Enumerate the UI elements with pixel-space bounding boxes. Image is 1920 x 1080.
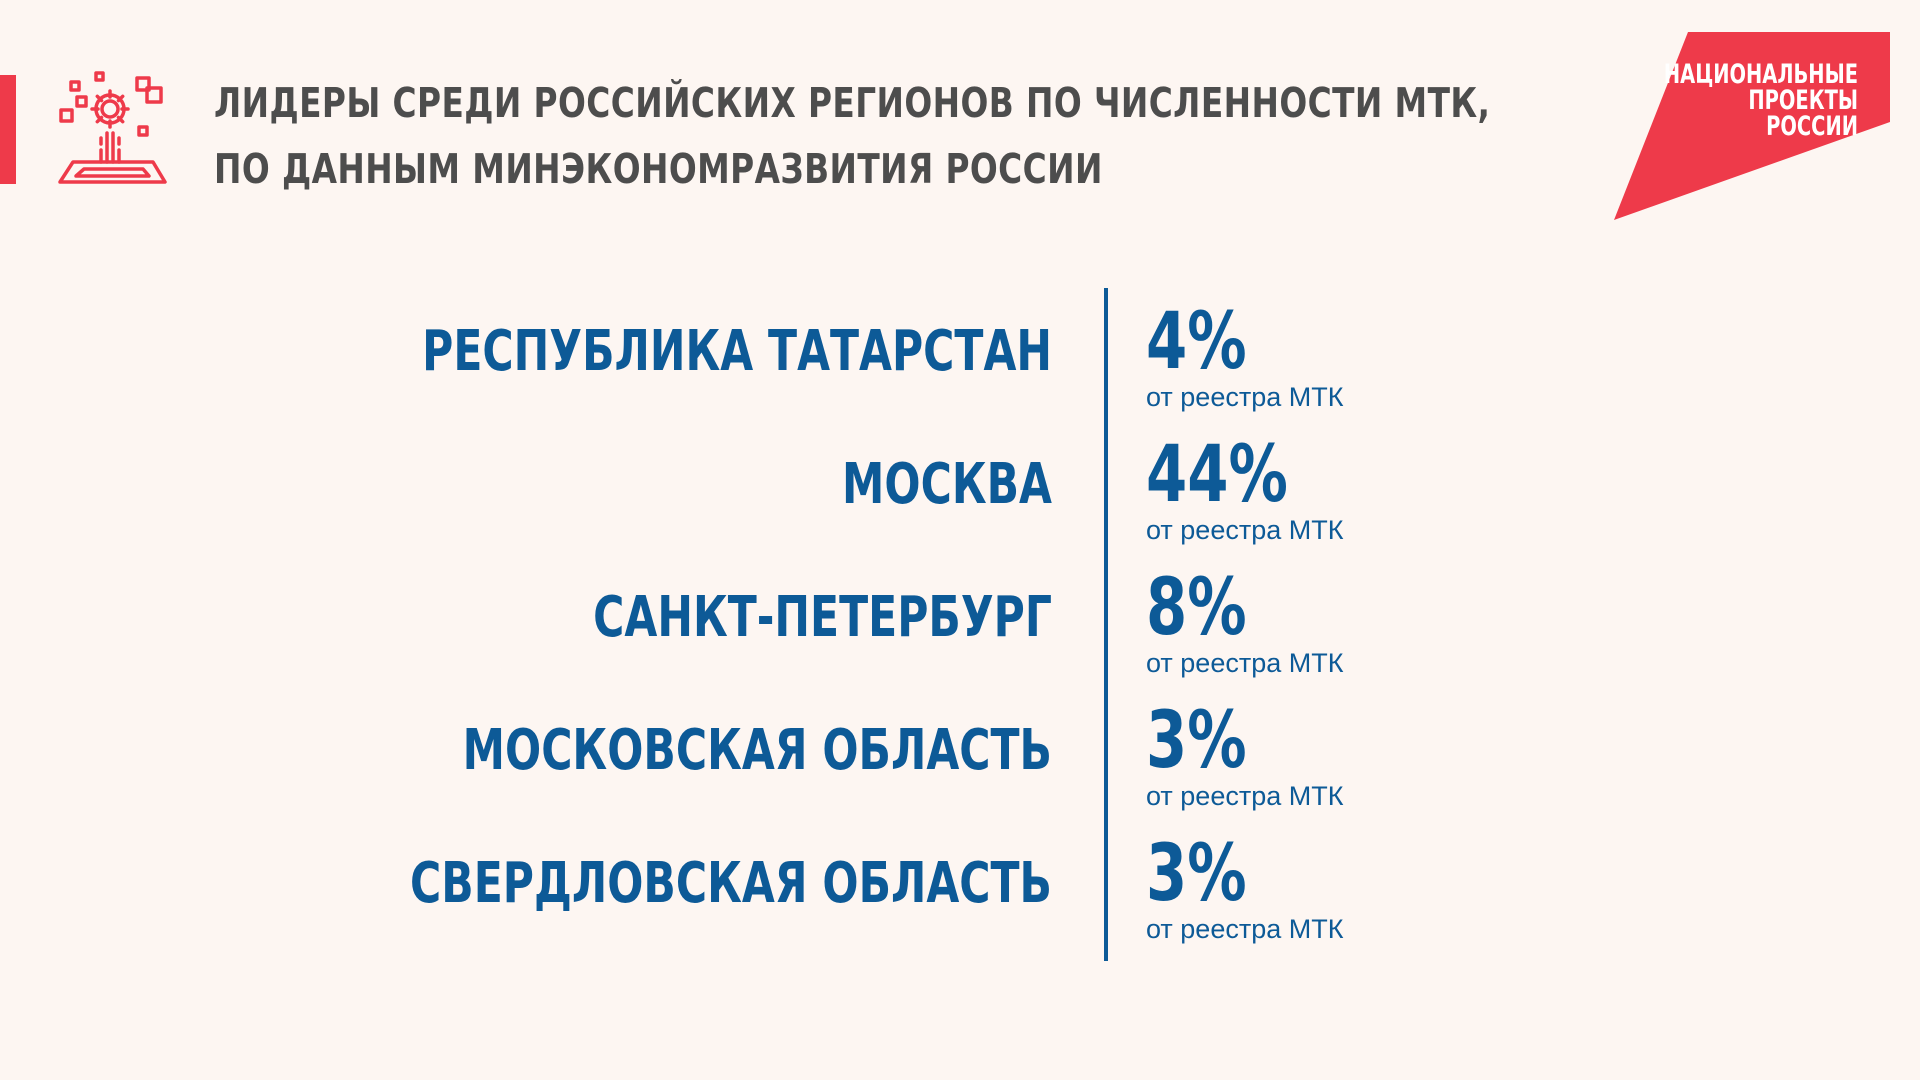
stat-percent: 3% xyxy=(1146,829,1247,919)
stat-block: 44% от реестра МТК xyxy=(1146,436,1546,546)
page-title: ЛИДЕРЫ СРЕДИ РОССИЙСКИХ РЕГИОНОВ ПО ЧИСЛ… xyxy=(214,70,1491,202)
vertical-divider xyxy=(1104,288,1108,961)
stat-subtitle: от реестра МТК xyxy=(1146,382,1344,412)
national-projects-logo: НАЦИОНАЛЬНЫЕ ПРОЕКТЫ РОССИИ xyxy=(1610,30,1890,222)
region-name: МОСКВА xyxy=(842,452,1052,517)
logo-text-line-3: РОССИИ xyxy=(1766,111,1858,142)
region-name: МОСКОВСКАЯ ОБЛАСТЬ xyxy=(462,718,1052,783)
logo-text-line-2: ПРОЕКТЫ xyxy=(1748,85,1858,116)
region-name: РЕСПУБЛИКА ТАТАРСТАН xyxy=(422,319,1052,384)
stat-subtitle: от реестра МТК xyxy=(1146,648,1344,678)
stat-subtitle: от реестра МТК xyxy=(1146,515,1344,545)
logo-text-line-1: НАЦИОНАЛЬНЫЕ xyxy=(1663,59,1858,90)
logo-text: НАЦИОНАЛЬНЫЕ ПРОЕКТЫ РОССИИ xyxy=(1642,59,1858,142)
page-title-line-1: ЛИДЕРЫ СРЕДИ РОССИЙСКИХ РЕГИОНОВ ПО ЧИСЛ… xyxy=(214,79,1491,127)
logo-flag-shape xyxy=(1614,32,1890,220)
region-name: СВЕРДЛОВСКАЯ ОБЛАСТЬ xyxy=(410,851,1052,916)
stat-percent: 44% xyxy=(1146,430,1288,520)
region-name: САНКТ-ПЕТЕРБУРГ xyxy=(593,585,1052,650)
stat-block: 3% от реестра МТК xyxy=(1146,835,1546,945)
stat-percent: 4% xyxy=(1146,297,1247,387)
stat-block: 3% от реестра МТК xyxy=(1146,702,1546,812)
gear-blocks-icon xyxy=(58,71,167,184)
stat-subtitle: от реестра МТК xyxy=(1146,781,1344,811)
stat-block: 4% от реестра МТК xyxy=(1146,303,1546,413)
stat-subtitle: от реестра МТК xyxy=(1146,914,1344,944)
page-title-line-2: ПО ДАННЫМ МИНЭКОНОМРАЗВИТИЯ РОССИИ xyxy=(214,145,1103,193)
accent-bar xyxy=(0,75,16,184)
stat-block: 8% от реестра МТК xyxy=(1146,569,1546,679)
stat-percent: 3% xyxy=(1146,696,1247,786)
stat-percent: 8% xyxy=(1146,563,1247,653)
